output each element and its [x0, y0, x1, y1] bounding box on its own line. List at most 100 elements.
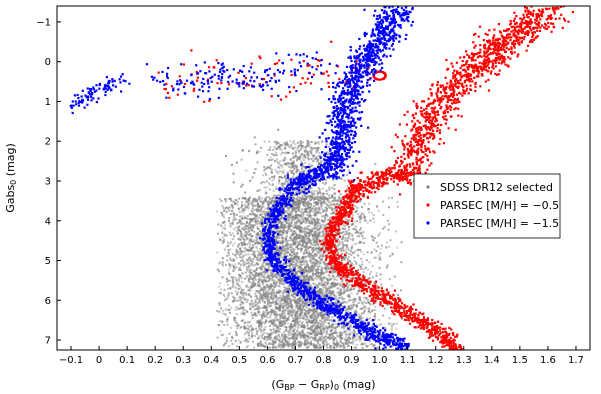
sdss-point: [257, 274, 260, 277]
sdss-point: [340, 275, 343, 278]
sdss-point: [282, 292, 285, 294]
sdss-point: [316, 228, 319, 231]
sdss-point: [292, 197, 294, 199]
sdss-point: [308, 245, 311, 248]
sdss-point: [228, 344, 230, 347]
sdss-point: [283, 175, 286, 178]
sdss-point: [254, 304, 257, 307]
sdss-point: [278, 250, 281, 252]
sdss-point: [309, 196, 312, 199]
sdss-point: [236, 245, 239, 248]
sdss-point: [297, 220, 300, 223]
sdss-point: [235, 253, 238, 255]
sdss-point: [221, 333, 224, 336]
sdss-point: [348, 328, 351, 331]
sdss-point: [248, 269, 251, 272]
sdss-point: [371, 236, 374, 239]
sdss-point: [349, 287, 352, 290]
sdss-point: [259, 266, 262, 269]
sdss-point: [259, 257, 262, 260]
sdss-point: [230, 292, 233, 295]
sdss-point: [318, 206, 321, 209]
sdss-point: [346, 240, 349, 242]
sdss-point: [334, 231, 337, 234]
sdss-point: [374, 162, 377, 165]
sdss-point: [322, 322, 325, 325]
sdss-point: [313, 309, 316, 312]
sdss-point: [361, 237, 364, 240]
sdss-point: [286, 216, 289, 219]
sdss-point: [308, 219, 311, 222]
sdss-point: [290, 254, 293, 257]
sdss-point: [308, 345, 310, 348]
sdss-point: [308, 188, 311, 191]
sdss-point: [256, 284, 259, 287]
sdss-point: [291, 310, 294, 313]
sdss-point: [250, 224, 253, 227]
sdss-point: [355, 339, 358, 341]
sdss-point: [298, 158, 301, 161]
sdss-point: [321, 267, 324, 270]
sdss-point: [249, 256, 251, 259]
sdss-point: [249, 258, 252, 261]
sdss-point: [324, 266, 327, 269]
sdss-point: [263, 292, 265, 295]
sdss-point: [275, 231, 278, 234]
sdss-point: [306, 142, 309, 145]
sdss-point: [333, 283, 336, 286]
sdss-point: [363, 296, 366, 299]
sdss-point: [334, 196, 337, 199]
sdss-point: [245, 293, 248, 296]
sdss-point: [220, 307, 222, 310]
sdss-point: [282, 185, 285, 188]
sdss-point: [238, 268, 241, 271]
sdss-point: [312, 265, 315, 268]
sdss-point: [245, 292, 247, 295]
sdss-point: [344, 227, 347, 230]
sdss-point: [327, 315, 330, 318]
sdss-point: [256, 223, 259, 225]
sdss-point: [278, 321, 281, 323]
sdss-point: [250, 277, 253, 280]
sdss-point: [336, 203, 339, 205]
sdss-point: [280, 255, 283, 258]
sdss-point: [291, 204, 294, 207]
sdss-point: [225, 314, 228, 317]
sdss-point: [302, 275, 305, 278]
sdss-point: [303, 314, 305, 317]
sdss-point: [314, 330, 317, 333]
sdss-point: [249, 295, 252, 298]
sdss-point: [363, 215, 366, 218]
sdss-point: [278, 346, 281, 348]
sdss-point: [329, 278, 331, 281]
sdss-point: [248, 337, 251, 340]
sdss-point: [257, 272, 260, 275]
sdss-point: [291, 325, 294, 328]
sdss-point: [277, 182, 280, 185]
sdss-point: [311, 325, 314, 328]
sdss-point: [288, 312, 291, 314]
sdss-point: [228, 217, 231, 220]
sdss-point: [279, 294, 282, 297]
sdss-point: [387, 219, 389, 222]
sdss-point: [247, 334, 250, 337]
sdss-point: [261, 280, 264, 283]
sdss-point: [315, 273, 317, 276]
sdss-point: [244, 231, 247, 234]
sdss-point: [320, 276, 323, 279]
sdss-point: [348, 294, 351, 297]
sdss-point: [292, 160, 295, 163]
sdss-point: [315, 278, 318, 281]
sdss-point: [364, 342, 367, 345]
sdss-point: [317, 224, 320, 227]
sdss-point: [286, 280, 289, 282]
sdss-point: [317, 148, 320, 151]
sdss-point: [288, 305, 291, 308]
sdss-point: [358, 287, 361, 290]
sdss-point: [317, 293, 320, 296]
sdss-point: [313, 147, 316, 150]
sdss-point: [352, 228, 355, 231]
sdss-point: [327, 218, 329, 221]
sdss-point: [329, 293, 332, 296]
sdss-point: [307, 321, 310, 324]
